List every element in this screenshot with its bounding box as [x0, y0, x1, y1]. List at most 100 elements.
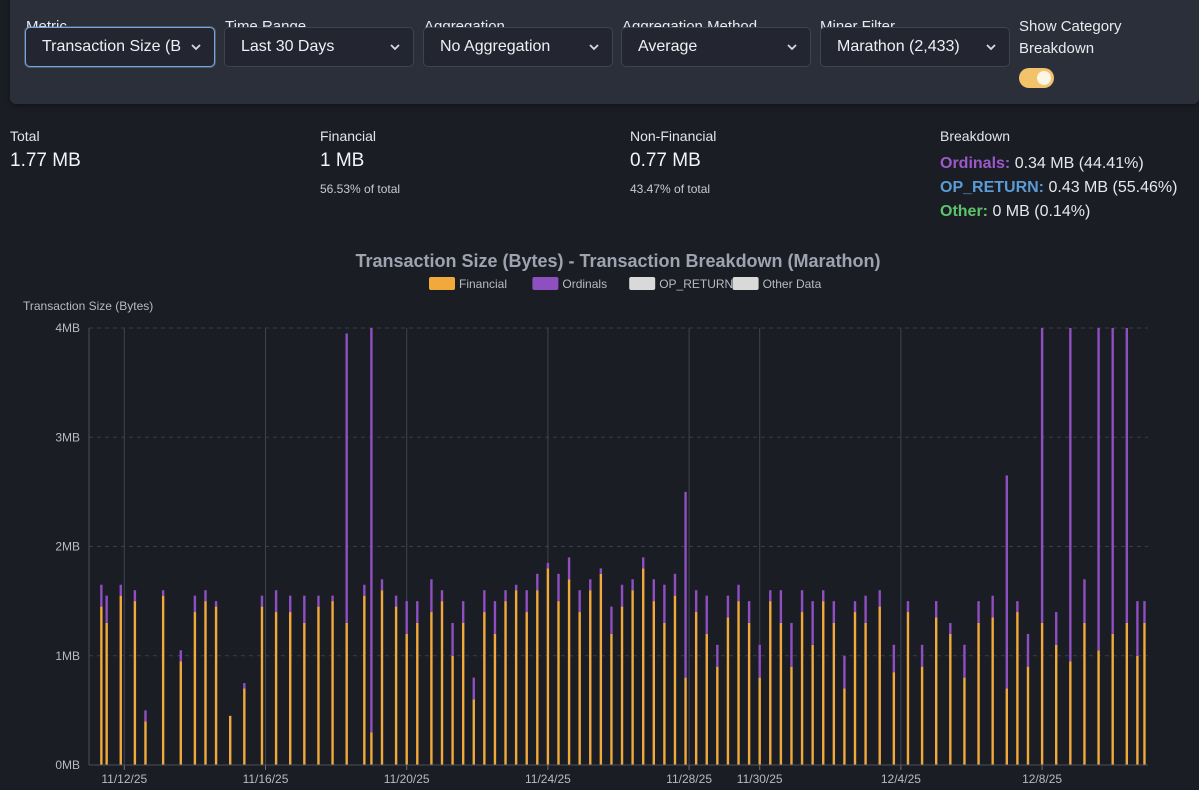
y-tick-label: 3MB	[55, 430, 80, 444]
bar-financial	[599, 573, 603, 765]
bar-financial	[193, 612, 197, 765]
chart-title: Transaction Size (Bytes) - Transaction B…	[355, 251, 880, 271]
bar-ordinals	[949, 622, 952, 634]
bar-ordinals	[1040, 328, 1044, 623]
bar-financial	[977, 622, 980, 765]
bar-financial	[483, 612, 486, 765]
toggle-knob	[1037, 71, 1051, 85]
bar-financial	[451, 655, 454, 765]
bar-ordinals	[726, 595, 730, 618]
bar-ordinals	[843, 655, 846, 689]
bar-ordinals	[652, 579, 655, 602]
category-breakdown-toggle[interactable]	[1019, 68, 1054, 88]
stat-financial: Financial 1 MB 56.53% of total	[320, 126, 400, 198]
bar-ordinals	[345, 333, 348, 623]
bar-financial	[204, 601, 207, 765]
bar-ordinals	[380, 579, 384, 591]
bar-financial	[133, 601, 137, 765]
aggregation-method-select[interactable]: Average	[621, 27, 811, 67]
bar-ordinals	[243, 683, 246, 689]
bar-ordinals	[119, 584, 122, 596]
bar-ordinals	[737, 584, 740, 602]
bar-ordinals	[684, 491, 687, 678]
bar-financial	[631, 590, 634, 765]
bar-ordinals	[811, 601, 814, 645]
bar-financial	[144, 721, 147, 765]
bar-financial	[536, 590, 539, 765]
bar-ordinals	[493, 601, 497, 634]
bar-ordinals	[161, 590, 165, 596]
x-tick-label: 12/4/25	[881, 772, 921, 786]
category-toggle-field: Show Category Breakdown	[1019, 16, 1122, 60]
bar-financial	[620, 606, 624, 765]
bar-ordinals	[179, 650, 182, 662]
bar-financial	[684, 677, 687, 765]
bar-ordinals	[274, 590, 278, 613]
aggregation-value: No Aggregation	[440, 38, 551, 55]
bar-financial	[1143, 622, 1146, 765]
chevron-down-icon	[190, 28, 202, 66]
bar-financial	[673, 595, 677, 765]
x-tick-label: 11/16/25	[243, 772, 289, 786]
stat-breakdown: Breakdown Ordinals: 0.34 MB (44.41%) OP_…	[940, 126, 1177, 224]
bar-financial	[705, 633, 708, 765]
bar-ordinals	[716, 644, 719, 667]
bar-ordinals	[100, 584, 103, 607]
bar-financial	[892, 672, 896, 765]
bar-ordinals	[1097, 328, 1100, 651]
bar-ordinals	[853, 601, 857, 613]
y-tick-label: 2MB	[55, 540, 80, 554]
bar-ordinals	[204, 590, 207, 602]
bar-financial	[642, 568, 645, 765]
time-range-select[interactable]: Last 30 Days	[224, 27, 414, 67]
y-axis-label: Transaction Size (Bytes)	[23, 299, 153, 313]
legend-swatch-0	[429, 277, 455, 290]
bar-ordinals	[440, 590, 444, 602]
y-tick-label: 0MB	[55, 758, 80, 772]
bar-financial	[394, 606, 398, 765]
chevron-down-icon	[588, 28, 600, 66]
bar-financial	[1069, 661, 1072, 765]
bar-ordinals	[832, 601, 836, 623]
bar-ordinals	[525, 590, 528, 613]
breakdown-op-return-value: 0.43 MB (55.46%)	[1048, 179, 1178, 196]
bar-financial	[726, 617, 730, 765]
bar-ordinals	[1069, 328, 1072, 662]
y-tick-label: 1MB	[55, 649, 80, 663]
stat-breakdown-label: Breakdown	[940, 128, 1011, 144]
bar-ordinals	[331, 595, 334, 602]
bar-financial	[289, 612, 292, 765]
legend-label-0: Financial	[459, 277, 507, 291]
bar-ordinals	[546, 562, 550, 569]
bar-ordinals	[747, 601, 751, 623]
bar-financial	[493, 633, 497, 765]
bar-financial	[963, 677, 966, 765]
bar-ordinals	[317, 595, 320, 607]
bar-ordinals	[303, 595, 306, 623]
bar-ordinals	[363, 584, 366, 596]
bar-ordinals	[800, 590, 804, 613]
bar-financial	[567, 579, 571, 765]
bar-ordinals	[620, 584, 624, 607]
bar-ordinals	[864, 595, 867, 623]
legend-swatch-3	[732, 277, 759, 290]
bar-financial	[843, 688, 846, 765]
bar-ordinals	[1083, 579, 1086, 623]
miner-filter-select[interactable]: Marathon (2,433)	[820, 27, 1010, 67]
bar-financial	[380, 590, 384, 765]
bar-financial	[864, 622, 867, 765]
bar-financial	[260, 606, 264, 765]
metric-select[interactable]: Transaction Size (B	[25, 27, 215, 67]
bar-financial	[100, 606, 103, 765]
aggregation-select[interactable]: No Aggregation	[423, 27, 613, 67]
chart-bars	[100, 328, 1146, 765]
legend-swatch-2	[629, 277, 656, 290]
legend-label-3: Other Data	[763, 277, 822, 291]
bar-financial	[949, 633, 952, 765]
bar-financial	[440, 601, 444, 765]
bar-financial	[461, 622, 465, 765]
bar-ordinals	[451, 622, 454, 656]
bar-ordinals	[461, 601, 465, 623]
bar-ordinals	[920, 644, 924, 667]
bar-financial	[652, 601, 655, 765]
